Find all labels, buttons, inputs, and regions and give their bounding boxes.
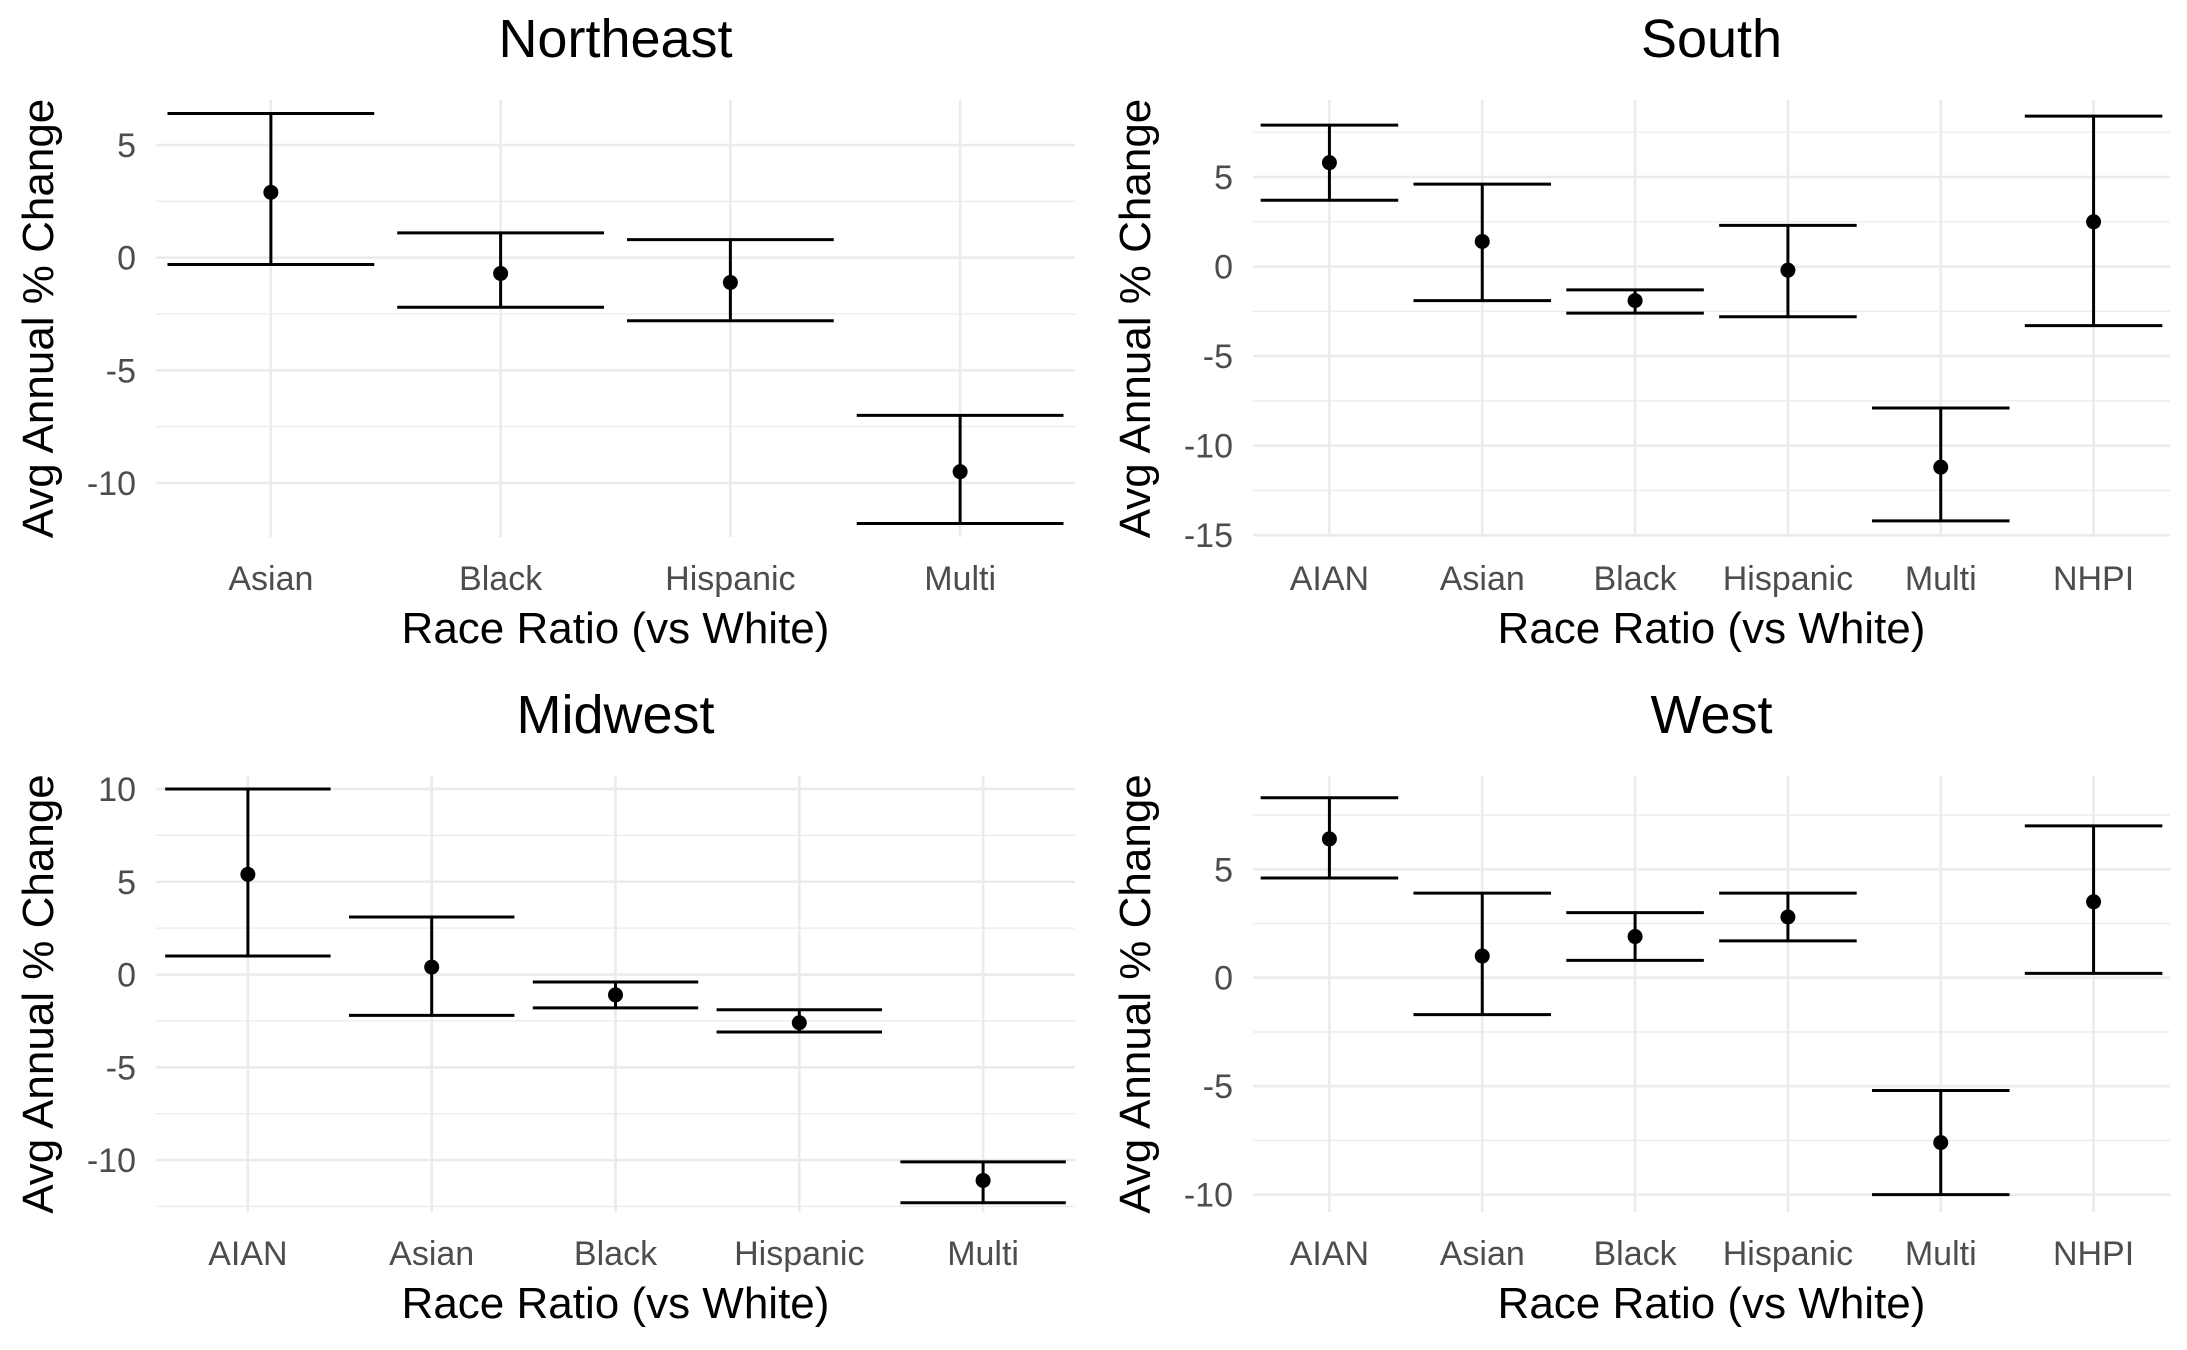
y-tick-label: -10 xyxy=(87,465,136,503)
y-axis-title: Avg Annual % Change xyxy=(14,774,63,1214)
point-asian xyxy=(1474,948,1490,964)
point-black xyxy=(1627,929,1643,945)
x-tick-label: AIAN xyxy=(1290,1235,1369,1273)
x-tick-label: Black xyxy=(1594,560,1678,598)
x-axis-title: Race Ratio (vs White) xyxy=(1498,1279,1926,1328)
x-tick-label: Asian xyxy=(1440,560,1525,598)
point-aian xyxy=(1321,155,1337,171)
y-axis-title: Avg Annual % Change xyxy=(1111,774,1160,1214)
y-tick-label: -5 xyxy=(106,1049,136,1087)
x-tick-label: Multi xyxy=(1905,560,1977,598)
x-tick-label: Hispanic xyxy=(665,560,795,598)
y-axis-title: Avg Annual % Change xyxy=(14,99,63,539)
point-asian xyxy=(263,184,279,200)
panel-west: 5 0 -5 -10 AIAN Asian Black Hispanic Multi NHPI We… xyxy=(1111,685,2170,1328)
y-tick-label: -15 xyxy=(1184,517,1233,555)
panel-title: Northeast xyxy=(498,9,732,69)
x-tick-label: Asian xyxy=(1440,1235,1525,1273)
point-multi xyxy=(1933,459,1949,475)
point-nhpi xyxy=(2086,214,2102,230)
panel-northeast: 5 0 -5 -10 Asian Black Hispanic Multi Northeast R… xyxy=(14,9,1075,653)
x-tick-label: NHPI xyxy=(2053,1235,2134,1273)
x-tick-label: Multi xyxy=(924,560,996,598)
point-asian xyxy=(1474,233,1490,249)
x-tick-label: Asian xyxy=(228,560,313,598)
point-nhpi xyxy=(2086,894,2102,910)
point-hispanic xyxy=(1780,262,1796,278)
y-tick-label: -5 xyxy=(1203,1068,1233,1106)
x-tick-label: Multi xyxy=(947,1235,1019,1273)
point-black xyxy=(493,265,509,281)
panel-title: South xyxy=(1641,9,1782,69)
x-axis-title: Race Ratio (vs White) xyxy=(402,604,830,653)
y-tick-label: 0 xyxy=(1214,249,1233,287)
point-aian xyxy=(1321,831,1337,847)
point-asian xyxy=(424,959,440,975)
x-tick-label: AIAN xyxy=(208,1235,287,1273)
y-tick-label: 10 xyxy=(98,771,136,809)
point-hispanic xyxy=(722,274,738,290)
panel-midwest: 10 5 0 -5 -10 AIAN Asian Black Hispanic Multi Midw… xyxy=(14,685,1075,1328)
x-axis-title: Race Ratio (vs White) xyxy=(1498,604,1926,653)
x-tick-label: Asian xyxy=(389,1235,474,1273)
y-tick-label: 5 xyxy=(1214,159,1233,197)
panel-title: Midwest xyxy=(516,685,714,745)
y-tick-label: 0 xyxy=(1214,960,1233,998)
point-black xyxy=(1627,293,1643,309)
x-tick-label: Hispanic xyxy=(734,1235,864,1273)
y-tick-label: -10 xyxy=(1184,1177,1233,1215)
x-axis-title: Race Ratio (vs White) xyxy=(402,1279,830,1328)
point-aian xyxy=(240,866,256,882)
x-tick-label: Hispanic xyxy=(1723,1235,1853,1273)
panel-south: 5 0 -5 -10 -15 AIAN Asian Black Hispanic Multi NHP… xyxy=(1111,9,2170,653)
x-tick-label: Hispanic xyxy=(1723,560,1853,598)
y-tick-label: -5 xyxy=(1203,338,1233,376)
point-hispanic xyxy=(791,1015,807,1031)
y-tick-label: 0 xyxy=(117,240,136,278)
x-tick-label: Black xyxy=(574,1235,658,1273)
point-hispanic xyxy=(1780,909,1796,925)
x-tick-label: Black xyxy=(1594,1235,1678,1273)
y-tick-label: -5 xyxy=(106,352,136,390)
y-tick-label: 5 xyxy=(117,127,136,165)
panel-title: West xyxy=(1650,685,1772,745)
y-tick-label: 0 xyxy=(117,957,136,995)
y-tick-label: -10 xyxy=(1184,428,1233,466)
point-multi xyxy=(975,1172,991,1188)
y-axis-title: Avg Annual % Change xyxy=(1111,99,1160,539)
point-multi xyxy=(952,464,968,480)
x-tick-label: Black xyxy=(459,560,543,598)
point-multi xyxy=(1933,1135,1949,1151)
y-tick-label: -10 xyxy=(87,1142,136,1180)
point-black xyxy=(608,987,623,1003)
x-tick-label: NHPI xyxy=(2053,560,2134,598)
x-tick-label: AIAN xyxy=(1290,560,1369,598)
x-tick-label: Multi xyxy=(1905,1235,1977,1273)
y-tick-label: 5 xyxy=(117,864,136,902)
y-tick-label: 5 xyxy=(1214,851,1233,889)
